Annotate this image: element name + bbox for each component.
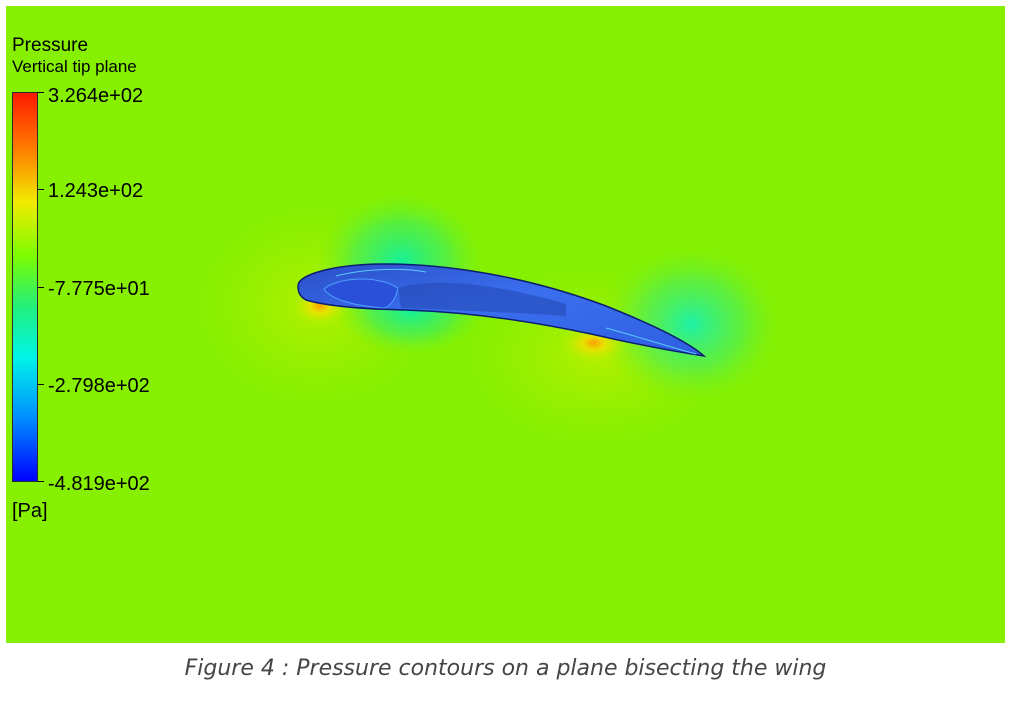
colorbar-tick — [38, 189, 44, 190]
airfoil-highlight-curve — [335, 268, 427, 277]
low-pressure-region-trailing — [599, 244, 783, 404]
airfoil-trailing-highlight — [605, 327, 697, 355]
colorbar-tick — [38, 287, 44, 288]
colorbar-tick-label: -7.775e+01 — [48, 278, 150, 300]
legend-unit: [Pa] — [12, 500, 48, 522]
pressure-contour-figure: Pressure Vertical tip plane 3.264e+02 1.… — [6, 6, 1005, 643]
colorbar-tick — [38, 384, 44, 385]
colorbar-tick-label: 3.264e+02 — [48, 85, 144, 107]
pressure-colorbar — [12, 92, 38, 482]
figure-caption: Figure 4 : Pressure contours on a plane … — [184, 656, 827, 681]
airfoil-shade-panel — [398, 282, 566, 316]
colorbar-tick-label: 1.243e+02 — [48, 180, 144, 202]
legend-title: Pressure — [12, 35, 89, 56]
colorbar-tick-label: -4.819e+02 — [48, 473, 150, 495]
airfoil-inner-panel — [323, 278, 399, 309]
colorbar-tick — [38, 92, 44, 93]
contour-plot — [6, 6, 1005, 643]
legend-subtitle: Vertical tip plane — [12, 57, 137, 76]
colorbar-tick — [38, 481, 44, 482]
colorbar-tick-label: -2.798e+02 — [48, 375, 150, 397]
